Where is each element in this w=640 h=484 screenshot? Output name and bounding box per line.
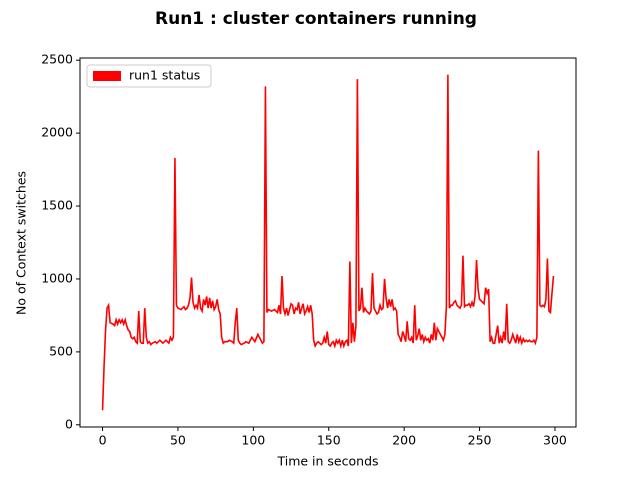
y-tick-label: 1000: [41, 270, 73, 285]
y-axis-label: No of Context switches: [14, 171, 29, 315]
y-tick-label: 1500: [41, 198, 73, 213]
y-tick-label: 2500: [41, 52, 73, 67]
x-tick-label: 0: [99, 433, 107, 448]
legend-label: run1 status: [129, 68, 200, 83]
legend-swatch: [93, 71, 121, 81]
y-tick-label: 2000: [41, 125, 73, 140]
legend-box: [86, 64, 212, 88]
x-tick-label: 300: [543, 433, 567, 448]
x-tick-label: 250: [468, 433, 492, 448]
plot-frame: [79, 57, 577, 428]
x-tick-label: 100: [241, 433, 265, 448]
y-tick-label: 0: [65, 416, 73, 431]
x-tick-label: 200: [392, 433, 416, 448]
x-axis-label: Time in seconds: [276, 454, 378, 469]
x-tick-label: 50: [170, 433, 186, 448]
y-tick-label: 500: [49, 343, 73, 358]
x-tick-label: 150: [317, 433, 341, 448]
chart-title: Run1 : cluster containers running: [155, 9, 477, 29]
data-line: [101, 74, 555, 411]
